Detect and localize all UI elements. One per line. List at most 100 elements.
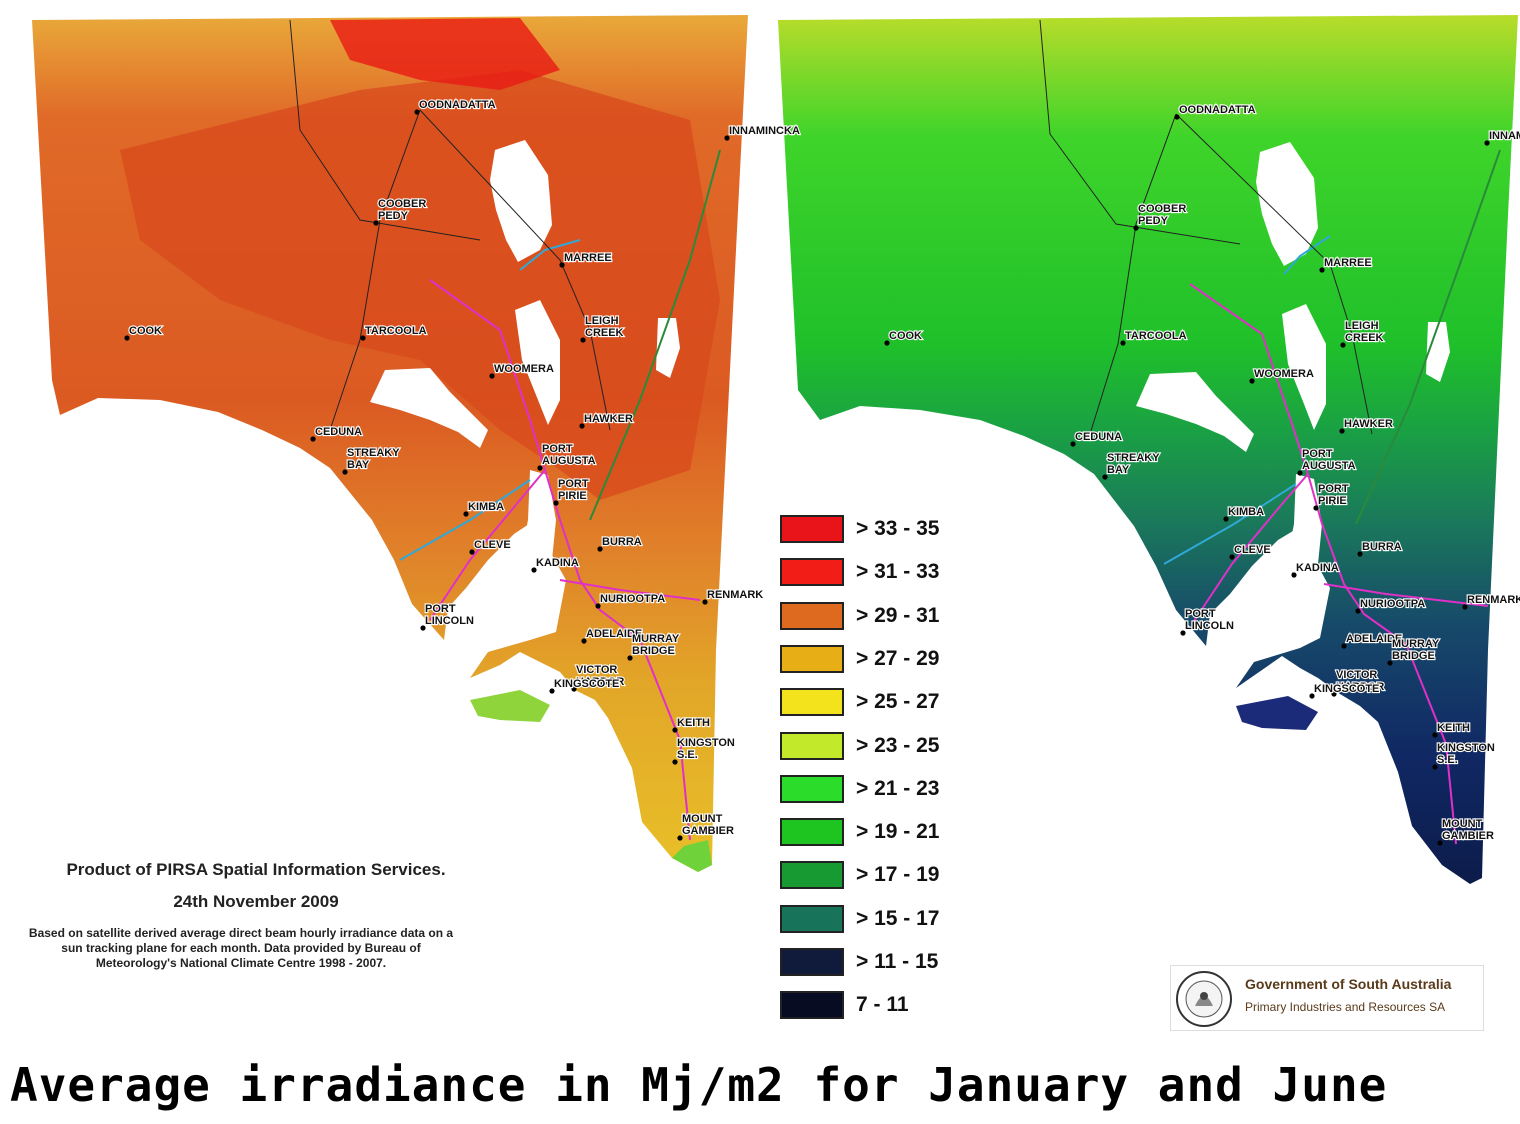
credit-block: Product of PIRSA Spatial Information Ser… (6, 860, 506, 971)
lake-frome (1426, 322, 1450, 382)
town-label: KINGSTON S.E. (1437, 742, 1495, 766)
town-label: TARCOOLA (365, 325, 427, 337)
legend-item: > 19 - 21 (780, 818, 980, 848)
town-marker (702, 599, 708, 605)
legend-item: > 31 - 33 (780, 558, 980, 588)
legend-label: > 23 - 25 (856, 733, 940, 757)
page-caption: Average irradiance in Mj/m2 for January … (10, 1058, 1388, 1112)
town-label: MARREE (564, 252, 612, 264)
town-marker (1180, 630, 1186, 636)
town-marker (579, 423, 585, 429)
legend-label: > 15 - 17 (856, 906, 940, 930)
legend-swatch (780, 601, 844, 630)
town-label: BURRA (1362, 541, 1402, 553)
state-seal-icon (1176, 971, 1232, 1027)
roads (289, 19, 721, 841)
town-marker (580, 337, 586, 343)
town-label: KINGSCOTE (554, 678, 619, 690)
legend-label: > 25 - 27 (856, 690, 940, 714)
south-east-green (672, 840, 712, 872)
legend-label: > 33 - 35 (856, 517, 940, 540)
town-label: PORT PIRIE (1318, 483, 1349, 507)
town-marker (1437, 840, 1443, 846)
town-marker (549, 688, 555, 694)
town-label: PORT PIRIE (558, 478, 589, 502)
town-label: VICTOR HARBOR (576, 664, 624, 688)
town-marker (1341, 643, 1347, 649)
town-label: COOK (129, 325, 162, 337)
town-label: INNAMINCKA (1489, 130, 1520, 142)
town-marker (627, 655, 633, 661)
town-marker (1432, 764, 1438, 770)
credit-title: Product of PIRSA Spatial Information Ser… (66, 860, 446, 879)
lake-torrens (1282, 304, 1326, 430)
town-label: LEIGH CREEK (1345, 320, 1384, 344)
town-marker (1133, 225, 1139, 231)
legend-label: > 11 - 15 (856, 950, 939, 973)
legend-swatch (780, 731, 844, 760)
town-label: MURRAY BRIDGE (632, 633, 680, 657)
legend-swatch (780, 818, 844, 847)
legend-swatch (780, 904, 844, 933)
spencer-gulf (1286, 474, 1322, 579)
town-label: KEITH (1437, 722, 1470, 734)
town-marker (1355, 608, 1361, 614)
lake-gairdner (1136, 372, 1254, 452)
roads (1039, 19, 1501, 845)
town-label: ADELAIDE (1346, 633, 1402, 645)
town-label: PORT AUGUSTA (542, 443, 596, 467)
town-label: HAWKER (1344, 418, 1393, 430)
town-marker (1229, 554, 1235, 560)
town-marker (469, 549, 475, 555)
january-map (32, 15, 748, 872)
legend-item: 7 - 11 (780, 991, 980, 1021)
kangaroo-island (1236, 696, 1318, 730)
town-marker (672, 727, 678, 733)
town-marker (1340, 342, 1346, 348)
town-marker (597, 546, 603, 552)
town-marker (463, 511, 469, 517)
town-markers: OODNADATTA OODNADATTA INNAMINCKA INNAMINCKA… (124, 98, 1520, 846)
town-marker (1357, 551, 1363, 557)
town-label: PORT AUGUSTA (1302, 448, 1356, 472)
town-label: STREAKY BAY (1107, 452, 1160, 476)
town-marker (1432, 732, 1438, 738)
town-marker (677, 835, 683, 841)
legend-label: > 31 - 33 (856, 560, 940, 584)
town-label: PORT LINCOLN (425, 603, 474, 627)
irradiance-maps: OODNADATTA OODNADATTA INNAMINCKA INNAMINCKA… (32, 15, 1520, 884)
town-label: ADELAIDE (586, 628, 642, 640)
town-marker (1319, 267, 1325, 273)
legend-swatch (780, 861, 844, 890)
town-label: CEDUNA (1075, 431, 1122, 443)
town-label: KINGSCOTE (1314, 683, 1379, 695)
lake-frome (656, 318, 680, 378)
town-label: COOBER PEDY (378, 198, 426, 222)
town-label: MOUNT GAMBIER (682, 813, 734, 837)
government-logo: Government of South Australia Primary In… (1170, 965, 1484, 1031)
lake-eyre (1256, 142, 1318, 266)
town-label: OODNADATTA (1179, 104, 1256, 116)
town-label: COOK (889, 330, 922, 342)
town-marker (1313, 505, 1319, 511)
town-label: KINGSTON S.E. (677, 737, 735, 761)
town-label: NURIOOTPA (600, 593, 665, 605)
legend-item: > 15 - 17 (780, 904, 980, 935)
town-label: LEIGH CREEK (585, 315, 624, 339)
legend-label: 7 - 11 (856, 993, 909, 1017)
town-label: MOUNT GAMBIER (1442, 818, 1494, 842)
town-marker (884, 340, 890, 346)
legend-item: > 29 - 31 (780, 601, 980, 632)
legend-item: > 33 - 35 (780, 515, 980, 545)
town-marker (595, 603, 601, 609)
hottest-region (330, 18, 560, 90)
town-label: VICTOR HARBOR (1336, 669, 1384, 693)
town-marker (1309, 693, 1315, 699)
town-label: PORT LINCOLN (1185, 608, 1234, 632)
town-label: WOOMERA (494, 363, 554, 375)
town-label: CEDUNA (315, 426, 362, 438)
town-marker (1120, 340, 1126, 346)
town-label: COOBER PEDY (1138, 203, 1186, 227)
town-marker (342, 469, 348, 475)
lake-eyre (490, 140, 552, 262)
